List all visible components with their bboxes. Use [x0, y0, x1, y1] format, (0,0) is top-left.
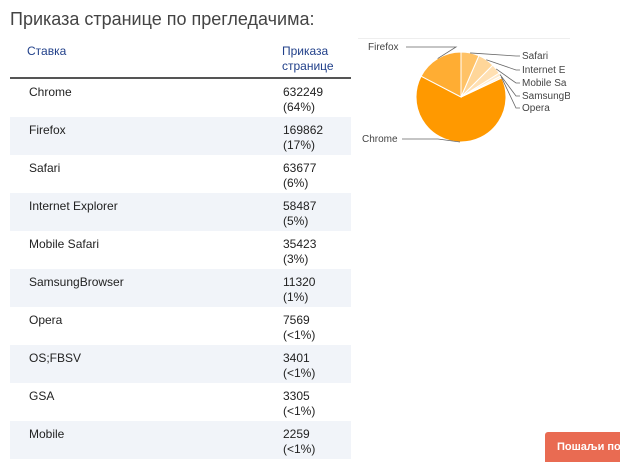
- browser-table: Ставка Приказа странице Chrome 632249 (64%…: [10, 40, 351, 459]
- table-row: Chrome 632249 (64%): [10, 79, 351, 117]
- pie-label: Opera: [522, 103, 550, 114]
- row-percent: (3%): [283, 252, 309, 266]
- table-row: Opera 7569 (<1%): [10, 307, 351, 345]
- row-percent: (<1%): [283, 328, 316, 342]
- row-value: 11320 (1%): [283, 275, 315, 305]
- pie-leader-line: [500, 76, 520, 109]
- pie-label: Firefox: [368, 42, 399, 53]
- row-value: 3401 (<1%): [283, 351, 315, 381]
- row-count: 35423: [283, 237, 317, 251]
- pie-label: SamsungB: [522, 91, 570, 102]
- pie-leader-line: [402, 138, 461, 143]
- row-value: 7569 (<1%): [283, 313, 315, 343]
- pie-leader-line: [406, 46, 458, 59]
- row-name: Opera: [29, 313, 63, 327]
- row-count: 63677: [283, 161, 317, 175]
- row-percent: (1%): [283, 290, 309, 304]
- pie-label: Safari: [522, 51, 548, 62]
- row-percent: (17%): [283, 138, 316, 152]
- row-value: 632249 (64%): [283, 85, 323, 115]
- column-header-item: Ставка: [27, 44, 67, 58]
- table-body: Chrome 632249 (64%) Firefox 169862 (17%) Safar…: [10, 79, 351, 459]
- pie-label: Chrome: [362, 134, 398, 145]
- row-count: 3401: [283, 351, 310, 365]
- pie-leader-line: [499, 74, 520, 97]
- row-percent: (<1%): [283, 404, 316, 418]
- table-row: Safari 63677 (6%): [10, 155, 351, 193]
- pie-leader-line: [486, 59, 520, 71]
- column-header-views-line1: Приказа: [282, 44, 329, 58]
- row-count: 58487: [283, 199, 317, 213]
- row-value: 2259 (<1%): [283, 427, 315, 457]
- row-name: Mobile Safari: [29, 237, 100, 251]
- row-percent: (5%): [283, 214, 309, 228]
- pie-label: Internet E: [522, 65, 566, 76]
- column-header-views-line2: странице: [282, 59, 334, 73]
- page-title: Приказа странице по прегледачима:: [10, 9, 315, 29]
- row-name: Mobile: [29, 427, 65, 441]
- row-name: Chrome: [29, 85, 72, 99]
- pie-leader-line: [495, 68, 520, 84]
- pie-label: Mobile Sa: [522, 78, 567, 89]
- row-percent: (<1%): [283, 366, 316, 380]
- row-count: 3305: [283, 389, 310, 403]
- row-count: 169862: [283, 123, 324, 137]
- table-row: SamsungBrowser 11320 (1%): [10, 269, 351, 307]
- table-row: Internet Explorer 58487 (5%): [10, 193, 351, 231]
- row-percent: (64%): [283, 100, 316, 114]
- row-percent: (<1%): [283, 442, 316, 456]
- row-value: 58487 (5%): [283, 199, 316, 229]
- column-header-views: Приказа странице: [282, 44, 334, 74]
- row-name: OS;FBSV: [29, 351, 82, 365]
- table-row: Mobile Safari 35423 (3%): [10, 231, 351, 269]
- pie-slice-firefox: [420, 51, 462, 98]
- row-name: GSA: [29, 389, 55, 403]
- row-name: Internet Explorer: [29, 199, 118, 213]
- row-value: 35423 (3%): [283, 237, 316, 267]
- row-name: Safari: [29, 161, 61, 175]
- send-button[interactable]: Пошаљи по: [545, 432, 620, 462]
- row-percent: (6%): [283, 176, 309, 190]
- row-count: 11320: [283, 275, 316, 289]
- row-name: Firefox: [29, 123, 66, 137]
- row-value: 63677 (6%): [283, 161, 316, 191]
- table-row: Mobile 2259 (<1%): [10, 421, 351, 459]
- row-value: 169862 (17%): [283, 123, 323, 153]
- row-name: SamsungBrowser: [29, 275, 124, 289]
- table-row: OS;FBSV 3401 (<1%): [10, 345, 351, 383]
- table-header: Ставка Приказа странице: [10, 40, 351, 79]
- row-value: 3305 (<1%): [283, 389, 315, 419]
- table-row: GSA 3305 (<1%): [10, 383, 351, 421]
- pie-chart: Safari Internet E Mobile Sa SamsungB Opera Fi…: [358, 38, 570, 159]
- row-count: 632249: [283, 85, 324, 99]
- row-count: 7569: [283, 313, 310, 327]
- pie-leader-line: [470, 52, 520, 57]
- table-row: Firefox 169862 (17%): [10, 117, 351, 155]
- row-count: 2259: [283, 427, 310, 441]
